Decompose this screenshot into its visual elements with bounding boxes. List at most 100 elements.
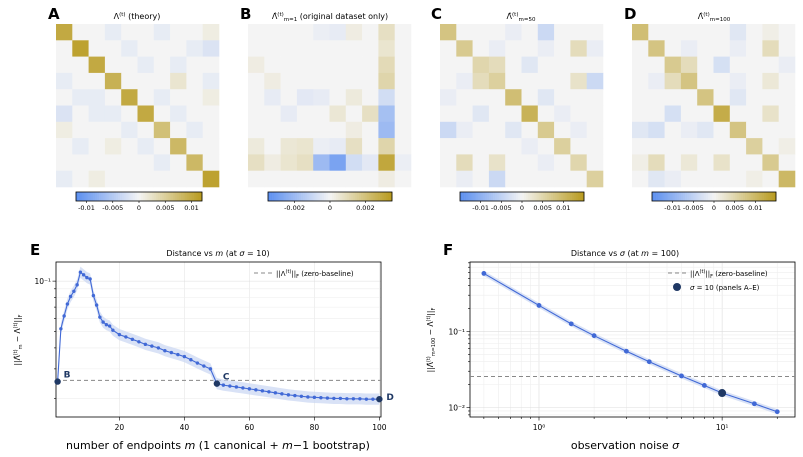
data-point (176, 352, 180, 357)
heatmap-cell (697, 170, 714, 188)
heatmap-cell (186, 24, 203, 41)
colorbar-segment (714, 192, 717, 201)
colorbar-segment (563, 192, 566, 201)
colorbar-segment (365, 192, 368, 201)
colorbar-segment (160, 192, 163, 201)
colorbar-tick-label: 0.01 (748, 204, 762, 212)
colorbar-tick-label: -0.005 (683, 204, 704, 212)
heatmap-cell (121, 154, 138, 171)
panel-letter-a: A (48, 5, 60, 23)
colorbar-segment (274, 192, 277, 201)
colorbar-segment (773, 192, 777, 201)
colorbar-segment (705, 192, 709, 201)
colorbar-tick-label: 0.005 (156, 204, 175, 212)
data-point (65, 302, 70, 306)
colorbar-segment (513, 192, 517, 201)
heatmap-cell (664, 105, 682, 123)
heatmap-cell (488, 170, 506, 188)
heatmap-cell (746, 40, 763, 57)
colorbar-segment (84, 192, 87, 201)
heatmap-cell (264, 56, 281, 74)
colorbar-segment (722, 192, 725, 201)
heatmap-cell (746, 105, 763, 123)
heatmap-cell (586, 138, 604, 155)
colorbar-segment (134, 192, 138, 201)
colorbar-segment (493, 192, 496, 201)
heatmap-cell (680, 105, 698, 123)
heatmap-cell (472, 72, 490, 90)
colorbar-segment (126, 192, 129, 201)
colorbar-segment (689, 192, 692, 201)
heatmap-cell (440, 105, 457, 123)
colorbar-segment (128, 192, 131, 201)
heatmap-cell (264, 89, 281, 106)
heatmap-cell (729, 24, 747, 41)
heatmap-cell (378, 170, 395, 188)
panel-f-title: Distance vs σ (at m = 100) (571, 249, 679, 258)
data-point (91, 293, 96, 298)
heatmap-cell (746, 138, 763, 155)
heatmap-cell (632, 154, 649, 171)
colorbar-segment (575, 192, 579, 201)
colorbar-segment (136, 192, 140, 201)
x-tick-label: 10¹ (716, 423, 729, 432)
colorbar-segment (379, 192, 382, 201)
heatmap-cell (648, 105, 665, 123)
heatmap-cell (570, 24, 587, 41)
panel-c: C Λ̂(t)m=50 -0.01 -0.005 0 0.005 0.01 (431, 5, 604, 212)
data-point (98, 315, 102, 319)
data-point (195, 361, 200, 365)
heatmap-cell (472, 89, 490, 106)
colorbar-segment (107, 192, 110, 201)
data-point (701, 383, 707, 388)
heatmap-cell (362, 40, 379, 57)
heatmap-cell (56, 105, 73, 123)
heatmap-cell (296, 56, 314, 74)
heatmap-cell (586, 170, 604, 188)
colorbar-segment (80, 192, 83, 201)
heatmap-cell (137, 56, 155, 74)
heatmap-a (56, 24, 220, 188)
heatmap-cell (56, 138, 73, 155)
panel-e-xlabel: number of endpoints m (1 canonical + m−1… (66, 439, 370, 452)
heatmap-cell (570, 89, 587, 106)
heatmap-cell (664, 72, 682, 90)
heatmap-cell (521, 56, 539, 74)
heatmap-cell (88, 105, 106, 123)
colorbar-segment (292, 192, 296, 201)
heatmap-cell (296, 72, 314, 90)
heatmap-cell (505, 138, 522, 155)
data-point (267, 390, 271, 394)
heatmap-cell (729, 89, 747, 106)
heatmap-cell (713, 24, 731, 41)
colorbar-segment (319, 192, 323, 201)
heatmap-cell (505, 40, 522, 57)
heatmap-cell (570, 154, 587, 171)
heatmap-cell (440, 72, 457, 90)
heatmap-cell (729, 170, 747, 188)
colorbar-segment (658, 192, 661, 201)
heatmap-cell (632, 89, 649, 106)
heatmap-cell (153, 154, 171, 171)
colorbar-segment (88, 192, 91, 201)
annotation-label: D (386, 393, 393, 403)
heatmap-cell (313, 105, 330, 123)
heatmap-cell (153, 89, 171, 106)
heatmap-cell (202, 89, 220, 106)
heatmap-cell (762, 24, 779, 41)
colorbar-segment (555, 192, 558, 201)
heatmap-cell (554, 154, 571, 171)
heatmap-cell (186, 138, 203, 155)
heatmap-cell (586, 72, 604, 90)
heatmap-cell (121, 105, 138, 123)
colorbar-segment (709, 192, 713, 201)
colorbar-segment (305, 192, 308, 201)
colorbar-segment (332, 192, 335, 201)
heatmap-cell (104, 89, 122, 106)
heatmap-cell (202, 154, 220, 171)
heatmap-cell (313, 170, 330, 188)
heatmap-cell (88, 72, 106, 90)
data-point (312, 395, 317, 400)
colorbar-tick-label: -0.01 (472, 204, 489, 212)
colorbar-segment (288, 192, 292, 201)
